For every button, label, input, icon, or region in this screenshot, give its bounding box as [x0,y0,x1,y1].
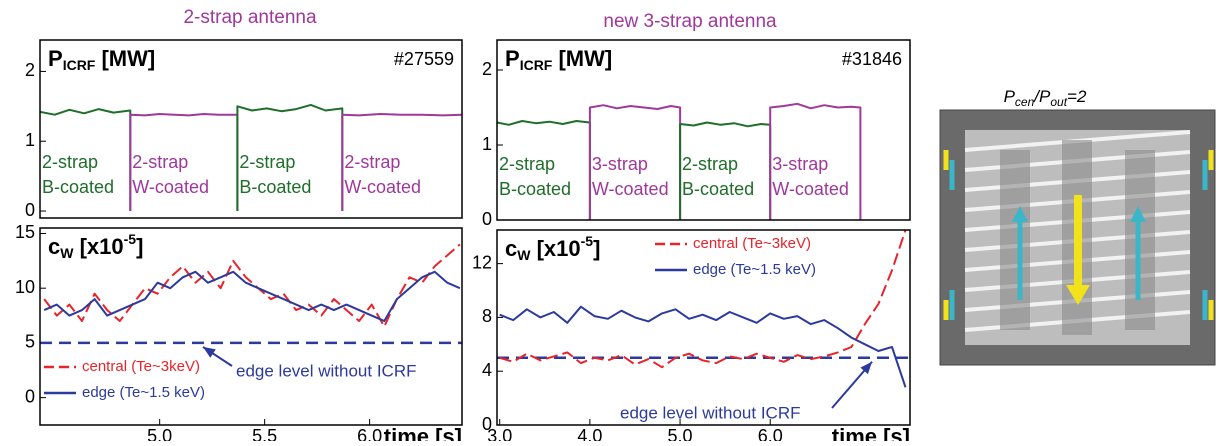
region-label: W-coated [772,179,849,199]
title-part: P [505,46,520,71]
title-part: c [48,234,60,259]
region-label: 2-strap [132,152,188,172]
title-part: -5 [581,233,594,249]
chart-title: cW [x10-5] [505,233,600,263]
x-tick-label: 6.0 [758,426,783,441]
y-tick-label: 12 [472,252,492,272]
region-label: 3-strap [772,154,828,174]
x-tick-label: 6.0 [357,426,382,441]
title-part: W [60,245,74,261]
title-part: ] [136,234,143,259]
legend-label: edge (Te~1.5 keV) [82,384,205,401]
x-tick-label: 4.0 [577,426,602,441]
x-axis-label: time [s] [832,424,910,441]
series-line [679,121,772,220]
chart-title: cW [x10-5] [48,231,143,261]
title-part: ICRF [63,57,96,73]
title-part: ICRF [520,57,553,73]
region-label: 2-strap [42,152,98,172]
y-tick-label: 10 [15,277,35,297]
y-tick-label: 0 [482,414,492,434]
region-label: B-coated [42,177,114,197]
plot-frame [496,229,911,426]
title-part: [x10 [73,234,123,259]
shot-number: #27559 [394,49,454,69]
annotation-arrowhead [203,346,216,358]
series-line [588,104,682,220]
caption-part: =2 [1067,87,1087,106]
x-tick-label: 5.0 [147,426,172,441]
panel-heading: new 3-strap antenna [603,11,777,32]
shot-number: #31846 [842,49,902,69]
legend-label: central (Te~3keV) [693,235,811,252]
x-tick-label: 5.0 [668,426,693,441]
plot-frame [39,39,463,219]
title-part: ] [593,236,600,261]
region-label: 2-strap [239,152,295,172]
title-part: c [505,236,517,261]
current-arrows [943,150,1214,320]
title-part: -5 [124,231,137,247]
y-tick-label: 4 [482,360,492,380]
reference-annotation: edge level without ICRF [236,361,416,380]
chart-title: PICRF [MW] [48,46,155,73]
y-tick-label: 2 [482,59,492,79]
image-caption: Pcen/Pout=2 [1004,87,1087,109]
title-part: [MW] [95,46,155,71]
y-tick-label: 0 [25,386,35,406]
series-line [43,270,461,322]
series-line [769,102,862,220]
title-part: [MW] [552,46,612,71]
series-line [341,113,462,211]
annotation-arrowhead [860,361,872,375]
x-axis-label: time [s] [384,424,462,441]
y-tick-label: 1 [482,134,492,154]
series-line [40,108,132,211]
y-tick-label: 15 [15,222,35,242]
region-label: W-coated [592,179,669,199]
region-label: W-coated [344,177,421,197]
y-tick-label: 8 [482,306,492,326]
region-label: B-coated [682,179,754,199]
region-label: 2-strap [682,154,738,174]
series-line [129,113,239,211]
y-tick-label: 1 [25,130,35,150]
y-tick-label: 0 [482,209,492,229]
legend-label: edge (Te~1.5 keV) [693,261,816,278]
region-label: B-coated [239,177,311,197]
legend-label: central (Te~3keV) [82,358,200,375]
series-line [497,120,591,220]
title-part: P [48,46,63,71]
series-line [499,230,907,369]
x-tick-label: 3.0 [487,426,512,441]
chart-title: PICRF [MW] [505,46,612,73]
antenna-image: Pcen/Pout=2 [939,87,1216,366]
region-label: 2-strap [499,154,555,174]
region-label: W-coated [132,177,209,197]
title-part: W [517,247,531,263]
region-label: 2-strap [344,152,400,172]
caption-part: P [1004,87,1016,106]
caption-part: cen [1015,95,1035,109]
caption-part: out [1050,95,1067,109]
reference-annotation: edge level without ICRF [620,403,800,422]
panel-heading: 2-strap antenna [183,7,317,28]
strap [1000,150,1030,330]
plot-frame [39,227,463,426]
y-tick-label: 2 [25,60,35,80]
plot-frame [496,39,911,221]
region-label: B-coated [499,179,571,199]
caption-part: /P [1033,87,1051,106]
series-line [499,305,907,388]
region-label: 3-strap [592,154,648,174]
title-part: [x10 [530,236,580,261]
x-tick-label: 5.5 [252,426,277,441]
series-line [236,103,344,211]
y-tick-label: 0 [25,200,35,220]
y-tick-label: 5 [25,332,35,352]
